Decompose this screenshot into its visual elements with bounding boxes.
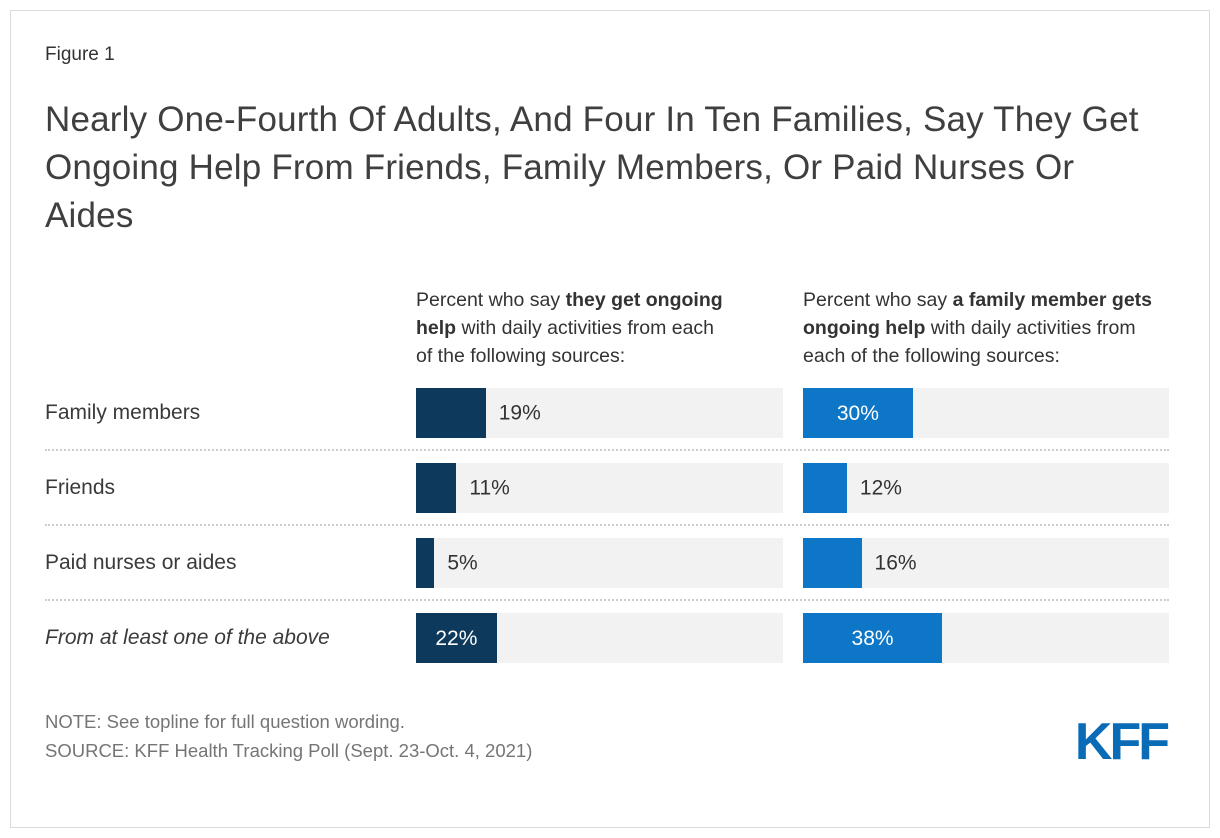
bar-value-label: 30%	[836, 401, 879, 425]
bar-fill: 30%	[803, 388, 913, 438]
bar-track-right: 16%	[803, 538, 1169, 588]
bar-fill	[803, 463, 847, 513]
header-segment: Percent who say	[416, 289, 566, 311]
row-label: Paid nurses or aides	[45, 551, 237, 574]
bar-fill	[416, 388, 486, 438]
chart-row: Friends 11% 12%	[45, 463, 1169, 513]
column-header-left: Percent who say they get ongoing help wi…	[416, 286, 734, 370]
bar-track-left: 19%	[416, 388, 783, 438]
bar-value-label: 12%	[859, 476, 902, 500]
figure-title: Nearly One-Fourth Of Adults, And Four In…	[45, 100, 1139, 235]
column-header-right: Percent who say a family member gets ong…	[803, 286, 1169, 370]
bar-chart: Family members 19% 30% Friends 11% 12% Paid nu…	[45, 388, 1169, 663]
kff-logo: KFF	[1074, 713, 1170, 771]
bar-value-label: 19%	[498, 401, 541, 425]
chart-row: Family members 19% 30%	[45, 388, 1169, 438]
chart-row: From at least one of the above 22% 38%	[45, 613, 1169, 663]
figure-card: Figure 1 Nearly One-Fourth Of Adults, An…	[10, 10, 1210, 828]
bar-fill: 22%	[416, 613, 497, 663]
column-headers: Percent who say they get ongoing help wi…	[45, 286, 1169, 370]
row-separator	[45, 599, 1169, 601]
row-label: From at least one of the above	[45, 626, 330, 649]
bar-value-label: 5%	[447, 551, 478, 575]
footer: NOTE: See topline for full question word…	[45, 707, 1170, 771]
bar-fill	[416, 538, 435, 588]
header-segment: with daily activities from each of the f…	[416, 317, 715, 367]
bar-fill	[803, 538, 862, 588]
bar-track-left: 5%	[416, 538, 783, 588]
bar-track-left: 22%	[416, 613, 783, 663]
row-label: Family members	[45, 401, 201, 424]
bar-track-left: 11%	[416, 463, 783, 513]
header-segment: a family member gets ongoing help	[803, 289, 1152, 339]
bar-value-label: 38%	[851, 626, 894, 650]
bar-fill: 38%	[803, 613, 943, 663]
chart-row: Paid nurses or aides 5% 16%	[45, 538, 1169, 588]
figure-label: Figure 1	[45, 44, 115, 65]
header-segment: with daily activities from each of the f…	[803, 317, 1136, 367]
footnotes: NOTE: See topline for full question word…	[45, 707, 532, 765]
row-label: Friends	[45, 476, 116, 499]
bar-fill	[416, 463, 457, 513]
header-segment: Percent who say	[803, 289, 953, 311]
bar-track-right: 12%	[803, 463, 1169, 513]
row-separator	[45, 449, 1169, 451]
bar-value-label: 22%	[435, 626, 478, 650]
bar-track-right: 38%	[803, 613, 1169, 663]
note-line: NOTE: See topline for full question word…	[45, 711, 405, 732]
source-line: SOURCE: KFF Health Tracking Poll (Sept. …	[45, 740, 533, 761]
bar-track-right: 30%	[803, 388, 1169, 438]
header-segment: they get ongoing help	[416, 289, 723, 339]
row-separator	[45, 524, 1169, 526]
bar-value-label: 11%	[469, 476, 510, 500]
bar-value-label: 16%	[874, 551, 917, 575]
